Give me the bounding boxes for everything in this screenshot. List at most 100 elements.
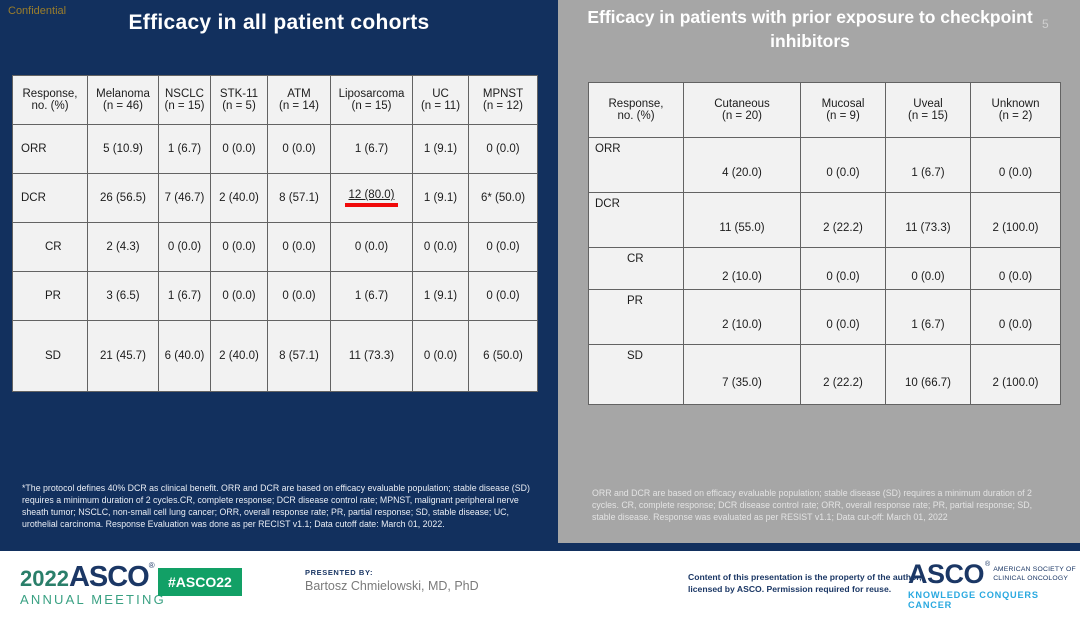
table-cell: 0 (0.0) <box>800 289 886 345</box>
table-cell: 7 (46.7) <box>158 173 211 223</box>
table-row: DCR 26 (56.5) 7 (46.7) 2 (40.0) 8 (57.1) 12 (… <box>12 173 538 223</box>
table-cell: 1 (6.7) <box>885 137 971 193</box>
checkpoint-prior-exposure-table: Response, no. (%) Cutaneous (n = 20) Mucos… <box>588 82 1061 405</box>
registered-mark-icon: ® <box>148 561 155 570</box>
column-header: Response, no. (%) <box>12 75 88 125</box>
table-row: DCR 11 (55.0) 2 (22.2) 11 (73.3) 2 (100.0) <box>588 192 1061 248</box>
table-cell: 2 (4.3) <box>87 222 159 272</box>
table-cell: 11 (55.0) <box>683 192 801 248</box>
table-cell: 0 (0.0) <box>970 247 1061 290</box>
table-row: ORR 4 (20.0) 0 (0.0) 1 (6.7) 0 (0.0) <box>588 137 1061 193</box>
table-cell: 0 (0.0) <box>267 271 331 321</box>
right-footnote: ORR and DCR are based on efficacy evalua… <box>592 488 1033 522</box>
table-cell: 6 (40.0) <box>158 320 211 392</box>
table-cell: 26 (56.5) <box>87 173 159 223</box>
logo-annual-meeting: ANNUAL MEETING <box>20 592 166 607</box>
presenter-name: Bartosz Chmielowski, MD, PhD <box>305 579 479 593</box>
table-cell: 0 (0.0) <box>468 271 538 321</box>
table-cell: 12 (80.0) <box>330 173 413 223</box>
table-cell: 1 (6.7) <box>330 124 413 174</box>
table-cell: 2 (22.2) <box>800 192 886 248</box>
table-cell: 0 (0.0) <box>412 320 469 392</box>
table-cell: 3 (6.5) <box>87 271 159 321</box>
registered-mark-icon: ® <box>985 561 991 568</box>
highlighted-value: 12 (80.0) <box>345 189 398 207</box>
table-cell: 0 (0.0) <box>970 289 1061 345</box>
table-cell: 0 (0.0) <box>158 222 211 272</box>
table-cell: 0 (0.0) <box>800 137 886 193</box>
table-cell: 0 (0.0) <box>210 271 268 321</box>
column-header: ATM (n = 14) <box>267 75 331 125</box>
table-row: SD 21 (45.7) 6 (40.0) 2 (40.0) 8 (57.1) 11 (7… <box>12 320 538 392</box>
table-row: CR 2 (4.3) 0 (0.0) 0 (0.0) 0 (0.0) 0 (0.0) 0 (… <box>12 222 538 272</box>
column-header: Melanoma (n = 46) <box>87 75 159 125</box>
table-cell: 1 (9.1) <box>412 173 469 223</box>
table-cell: 10 (66.7) <box>885 344 971 405</box>
logo-asco-wordmark: ASCO <box>68 561 150 593</box>
column-header: Mucosal (n = 9) <box>800 82 886 138</box>
table-cell: 1 (6.7) <box>330 271 413 321</box>
row-label: ORR <box>12 124 88 174</box>
left-panel-title: Efficacy in all patient cohorts <box>128 11 430 34</box>
table-row: PR 3 (6.5) 1 (6.7) 0 (0.0) 0 (0.0) 1 (6.7) 1 (… <box>12 271 538 321</box>
table-cell: 2 (100.0) <box>970 192 1061 248</box>
column-header: Liposarcoma (n = 15) <box>330 75 413 125</box>
table-cell: 0 (0.0) <box>468 222 538 272</box>
presented-by-block: PRESENTED BY: Bartosz Chmielowski, MD, P… <box>305 568 479 593</box>
table-cell: 2 (40.0) <box>210 320 268 392</box>
row-label: DCR <box>588 192 684 248</box>
row-label: SD <box>588 344 684 405</box>
table-cell: 0 (0.0) <box>970 137 1061 193</box>
table-cell: 11 (73.3) <box>885 192 971 248</box>
table-cell: 6 (50.0) <box>468 320 538 392</box>
table-cell: 4 (20.0) <box>683 137 801 193</box>
row-label: CR <box>12 222 88 272</box>
table-cell: 0 (0.0) <box>267 222 331 272</box>
table-row: PR 2 (10.0) 0 (0.0) 1 (6.7) 0 (0.0) <box>588 289 1061 345</box>
table-cell: 0 (0.0) <box>210 222 268 272</box>
asco-society-logo-row: ASCO ® AMERICAN SOCIETY OF CLINICAL ONCO… <box>908 561 1080 588</box>
asco-tagline: KNOWLEDGE CONQUERS CANCER <box>908 590 1039 610</box>
table-header-row: Response, no. (%) Cutaneous (n = 20) Mucos… <box>588 82 1061 138</box>
table-cell: 2 (100.0) <box>970 344 1061 405</box>
table-cell: 6* (50.0) <box>468 173 538 223</box>
row-label: DCR <box>12 173 88 223</box>
hashtag-badge: #ASCO22 <box>158 568 242 596</box>
table-cell: 0 (0.0) <box>468 124 538 174</box>
column-header: Unknown (n = 2) <box>970 82 1061 138</box>
table-cell: 1 (6.7) <box>158 124 211 174</box>
column-header: NSCLC (n = 15) <box>158 75 211 125</box>
table-cell: 0 (0.0) <box>885 247 971 290</box>
table-header-row: Response, no. (%) Melanoma (n = 46) NSCLC … <box>12 75 538 125</box>
table-cell: 0 (0.0) <box>267 124 331 174</box>
confidential-watermark: Confidential <box>8 5 67 17</box>
table-cell: 1 (9.1) <box>412 124 469 174</box>
table-cell: 1 (6.7) <box>158 271 211 321</box>
asco-society-name: AMERICAN SOCIETY OF CLINICAL ONCOLOGY <box>993 566 1076 583</box>
table-cell: 2 (10.0) <box>683 247 801 290</box>
table-cell: 21 (45.7) <box>87 320 159 392</box>
presented-by-label: PRESENTED BY: <box>305 568 374 577</box>
table-row: CR 2 (10.0) 0 (0.0) 0 (0.0) 0 (0.0) <box>588 247 1061 290</box>
table-cell: 2 (10.0) <box>683 289 801 345</box>
asco-annual-meeting-logo: 2022ASCO® ANNUAL MEETING <box>20 561 166 607</box>
row-label: CR <box>588 247 684 290</box>
table-cell: 1 (6.7) <box>885 289 971 345</box>
table-cell: 11 (73.3) <box>330 320 413 392</box>
table-row: ORR 5 (10.9) 1 (6.7) 0 (0.0) 0 (0.0) 1 (6.7) 1… <box>12 124 538 174</box>
table-cell: 0 (0.0) <box>800 247 886 290</box>
copyright-notice: Content of this presentation is the prop… <box>688 572 922 595</box>
slide-page-number: 5 <box>1042 17 1049 31</box>
table-cell: 7 (35.0) <box>683 344 801 405</box>
asco-society-logo: ASCO ® AMERICAN SOCIETY OF CLINICAL ONCO… <box>908 561 1080 611</box>
table-cell: 0 (0.0) <box>210 124 268 174</box>
table-row: SD 7 (35.0) 2 (22.2) 10 (66.7) 2 (100.0) <box>588 344 1061 405</box>
table-cell: 8 (57.1) <box>267 320 331 392</box>
column-header: UC (n = 11) <box>412 75 469 125</box>
row-label: PR <box>588 289 684 345</box>
table-cell: 5 (10.9) <box>87 124 159 174</box>
all-cohorts-efficacy-table: Response, no. (%) Melanoma (n = 46) NSCLC … <box>12 75 538 392</box>
row-label: PR <box>12 271 88 321</box>
table-cell: 1 (9.1) <box>412 271 469 321</box>
table-cell: 2 (40.0) <box>210 173 268 223</box>
